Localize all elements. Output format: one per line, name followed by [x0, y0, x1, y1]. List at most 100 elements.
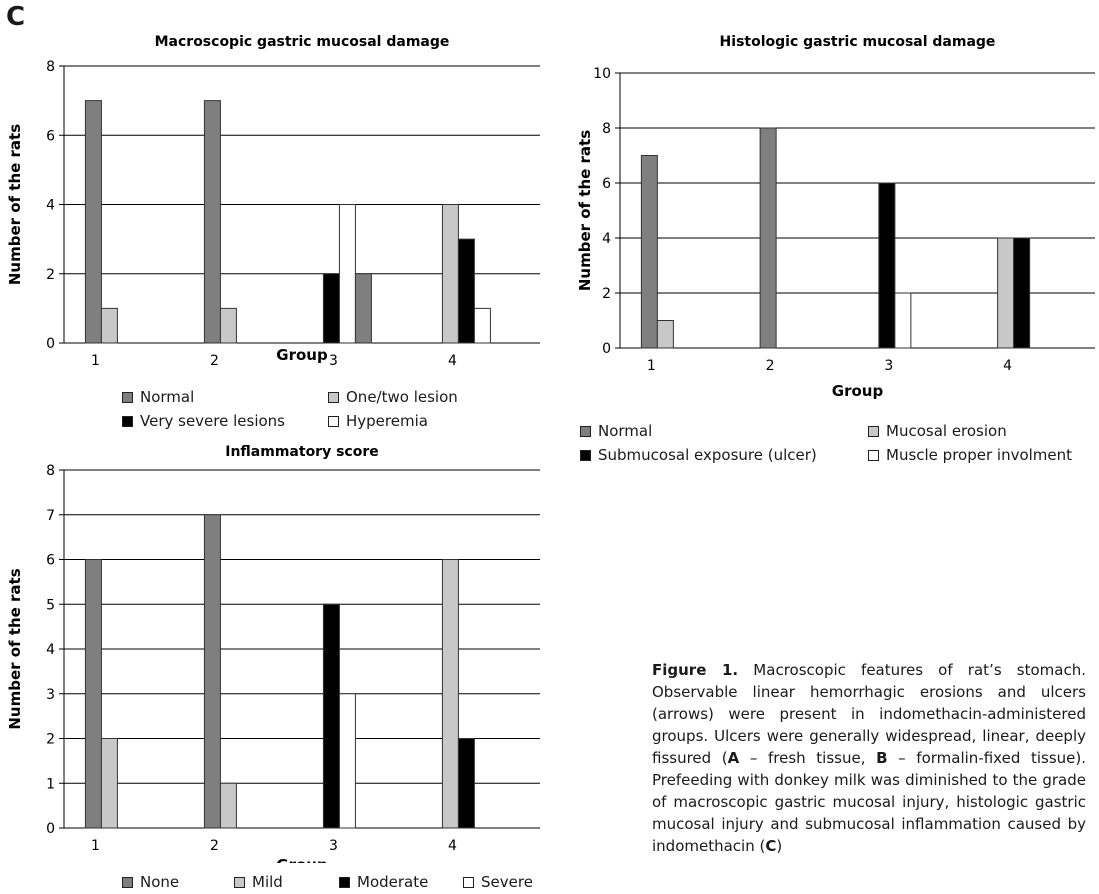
- figure-caption: Figure 1. Macroscopic features of rat’s …: [652, 659, 1086, 857]
- y-axis-label: Number of the rats: [6, 124, 24, 285]
- legend-swatch: [868, 449, 879, 461]
- chart-title: Inflammatory score: [225, 444, 379, 460]
- y-tick-label: 7: [46, 508, 55, 524]
- legend-label: Normal: [140, 388, 195, 406]
- legend-swatch: [868, 425, 879, 437]
- bar-group3-1: [322, 273, 340, 344]
- bar-group4-1: [997, 237, 1015, 349]
- chart-title: Macroscopic gastric mucosal damage: [155, 34, 450, 50]
- y-tick-label: 6: [602, 176, 611, 192]
- bar-group3-3: [354, 273, 372, 344]
- bar-group4-2: [1013, 237, 1031, 349]
- bar-group4-1: [441, 204, 459, 344]
- y-tick-label: 2: [46, 267, 55, 283]
- y-tick-label: 0: [46, 821, 55, 837]
- bar-group4-2: [457, 738, 475, 829]
- caption-text-1: Macroscopic features of rat’s stomach. O…: [652, 661, 1086, 767]
- legend-label: Moderate: [357, 873, 429, 891]
- caption-text-4: ): [776, 837, 783, 855]
- bar-group4-2: [457, 238, 475, 344]
- legend-label: Normal: [598, 422, 653, 440]
- y-tick-label: 8: [46, 463, 55, 479]
- legend-swatch: [234, 876, 245, 888]
- y-tick-label: 4: [602, 231, 611, 247]
- panel-letter: C: [6, 2, 26, 32]
- legend-label: Mucosal erosion: [886, 422, 1007, 440]
- bar-group4-1: [441, 559, 459, 829]
- legend-item: Normal: [580, 422, 868, 440]
- y-tick-label: 8: [46, 59, 55, 75]
- bar-group2-1: [203, 100, 221, 344]
- x-tick-label: 2: [210, 353, 219, 368]
- legend-label: Muscle proper involment: [886, 446, 1073, 464]
- y-axis-label: Number of the rats: [576, 130, 594, 291]
- legend-item: Severe: [463, 873, 573, 891]
- legend-item: One/two lesion: [328, 388, 518, 406]
- caption-panel-a: A: [727, 749, 740, 767]
- y-tick-label: 4: [46, 642, 55, 658]
- y-tick-label: 4: [46, 198, 55, 214]
- legend-item: Very severe lesions: [122, 412, 328, 430]
- legend-swatch: [580, 449, 591, 461]
- x-tick-label: 3: [884, 358, 893, 374]
- bar-group2-1: [759, 127, 777, 349]
- legend-label: Hyperemia: [346, 412, 428, 430]
- y-tick-label: 3: [46, 687, 55, 703]
- caption-panel-b: B: [876, 749, 888, 767]
- y-tick-label: 0: [602, 341, 611, 357]
- x-axis-label: Group: [276, 346, 328, 364]
- legend-item: Mild: [234, 873, 339, 891]
- legend-item: Normal: [122, 388, 328, 406]
- x-axis-label: Group: [832, 382, 884, 400]
- y-tick-label: 6: [46, 128, 55, 144]
- legend-swatch: [339, 876, 350, 888]
- bar-group3-1: [878, 182, 896, 349]
- y-tick-label: 6: [46, 553, 55, 569]
- bar-group4-3: [473, 307, 491, 344]
- y-tick-label: 1: [46, 776, 55, 792]
- caption-text-3: – formalin-fixed tissue). Prefeeding wit…: [652, 749, 1087, 855]
- bar-group2-2: [219, 307, 237, 344]
- legend-swatch: [328, 415, 339, 427]
- legend-label: Very severe lesions: [140, 412, 285, 430]
- x-tick-label: 1: [91, 353, 100, 368]
- legend-item: Mucosal erosion: [868, 422, 1093, 440]
- legend-swatch: [463, 876, 474, 888]
- legend-label: None: [140, 873, 180, 891]
- x-tick-label: 4: [448, 353, 457, 368]
- x-axis-label: Group: [276, 856, 328, 863]
- legend-swatch: [328, 391, 339, 403]
- y-tick-label: 2: [46, 732, 55, 748]
- macroscopic-damage-chart: Macroscopic gastric mucosal damage 0 2 4 6 8 1…: [6, 34, 540, 368]
- x-tick-label: 3: [329, 353, 338, 368]
- legend-item: Hyperemia: [328, 412, 518, 430]
- x-tick-label: 1: [647, 358, 656, 374]
- legend-label: One/two lesion: [346, 388, 458, 406]
- caption-text-2: – fresh tissue,: [739, 749, 877, 767]
- bar-group3-2: [338, 693, 356, 829]
- bar-group2-2: [219, 782, 237, 829]
- legend-item: None: [122, 873, 234, 891]
- inflammatory-score-chart: Inflammatory score 0 1 2 3 4 5 6 7 8 1 2 3 4 Group Numb…: [6, 444, 540, 863]
- bar-group1-2: [656, 320, 674, 349]
- y-tick-label: 8: [602, 121, 611, 137]
- y-tick-label: 10: [593, 66, 611, 82]
- inflammatory-score-legend: None Mild Moderate Severe: [122, 873, 573, 891]
- legend-swatch: [580, 425, 591, 437]
- bar-group1-1: [84, 100, 102, 344]
- x-tick-label: 3: [329, 838, 338, 854]
- x-tick-label: 2: [766, 358, 775, 374]
- chart-title: Histologic gastric mucosal damage: [720, 34, 996, 50]
- x-tick-label: 1: [91, 838, 100, 854]
- bar-group1-1: [84, 559, 102, 829]
- legend-item: Moderate: [339, 873, 463, 891]
- legend-label: Submucosal exposure (ulcer): [598, 446, 817, 464]
- bar-group3-1: [322, 603, 340, 829]
- legend-label: Mild: [252, 873, 283, 891]
- legend-item: Submucosal exposure (ulcer): [580, 446, 868, 464]
- legend-swatch: [122, 415, 133, 427]
- bar-group2-1: [203, 514, 221, 829]
- x-tick-label: 2: [210, 838, 219, 854]
- macroscopic-damage-legend: Normal One/two lesion Very severe lesions H…: [122, 388, 518, 430]
- histologic-damage-legend: Normal Mucosal erosion Submucosal exposure…: [580, 422, 1093, 464]
